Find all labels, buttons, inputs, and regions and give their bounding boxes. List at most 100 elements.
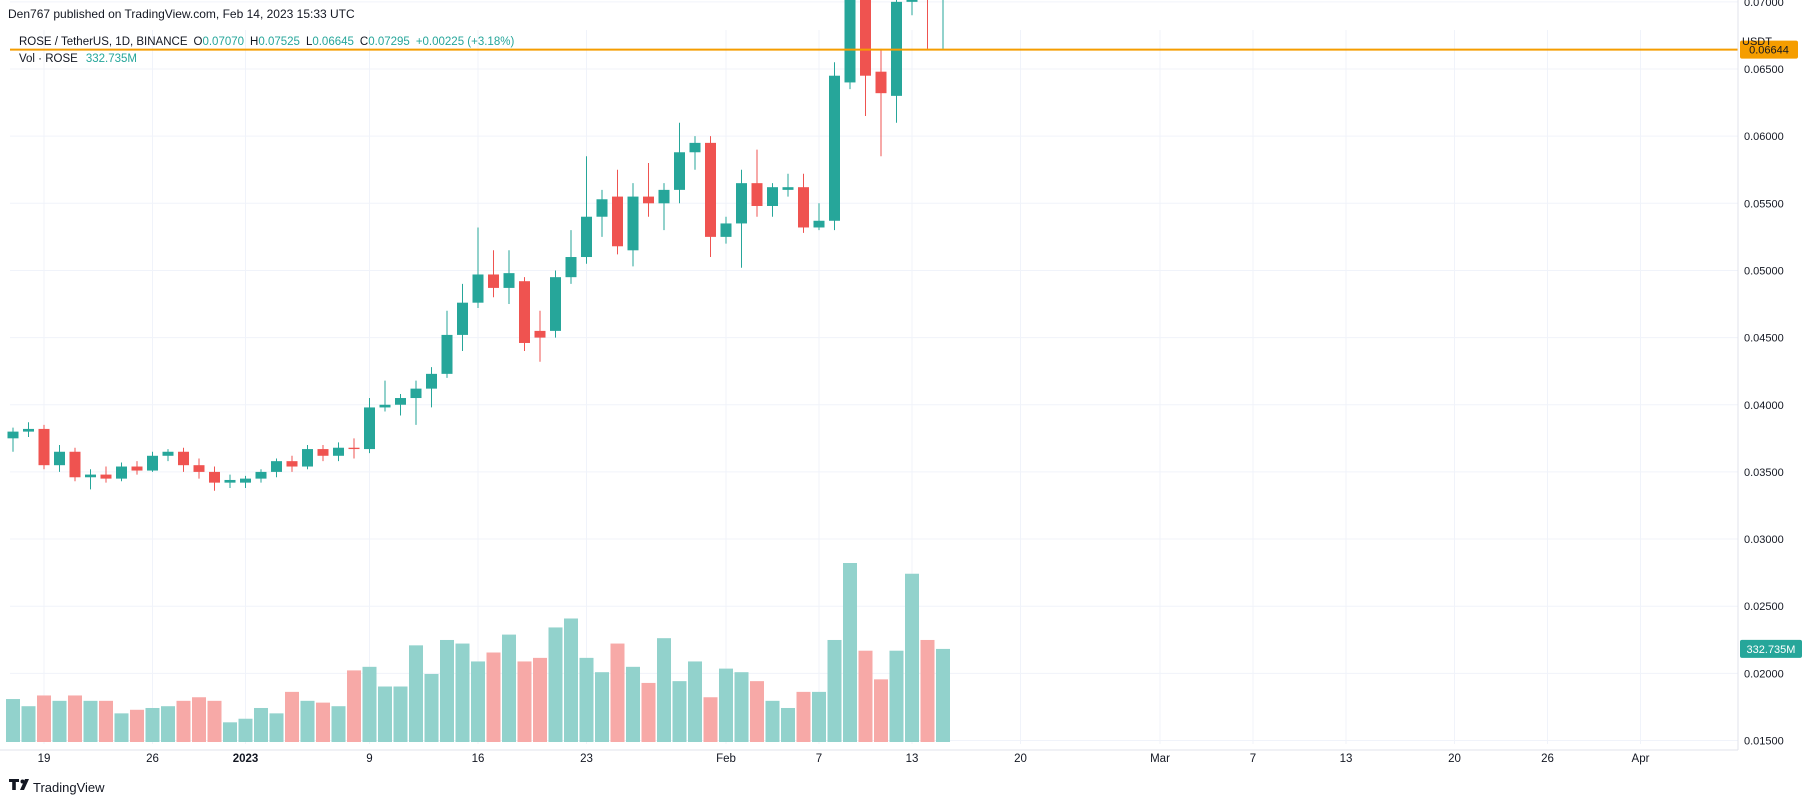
- candle: [658, 183, 670, 231]
- price-badges: 0.076790.066440.0729508:26:55332.735M: [1740, 40, 1802, 658]
- candle: [100, 466, 112, 483]
- candle: [7, 427, 19, 452]
- candle-body: [813, 220, 825, 228]
- volume-bar: [37, 695, 51, 742]
- volume-bar: [83, 700, 98, 742]
- candle: [441, 310, 453, 378]
- volume-bar: [300, 700, 315, 742]
- volume-bar: [347, 670, 361, 742]
- candle-body: [54, 451, 65, 466]
- candle-body: [162, 451, 174, 456]
- candle: [457, 283, 468, 352]
- candle: [333, 442, 344, 462]
- candle: [705, 136, 716, 258]
- time-tick: 20: [1014, 753, 1027, 765]
- volume-bar: [688, 661, 702, 742]
- candle-body: [379, 404, 391, 408]
- candle-body: [209, 471, 220, 483]
- candle-body: [689, 142, 701, 153]
- volume-bar: [827, 639, 842, 742]
- time-axis[interactable]: 19 26 2023 9 16 23 Feb 7 13 20 Mar 7 13 20 26 Apr: [0, 749, 1738, 765]
- volume-bar: [68, 695, 82, 742]
- candle-body: [860, 0, 871, 76]
- candle: [612, 169, 623, 255]
- volume-bar: [21, 706, 36, 742]
- volume-bar: [316, 702, 330, 742]
- volume-bar: [936, 648, 950, 742]
- candle-body: [147, 455, 158, 471]
- candle: [348, 438, 360, 459]
- volume-bar: [626, 666, 640, 742]
- candle-body: [193, 465, 205, 472]
- volume-bar: [424, 673, 439, 742]
- candle: [565, 230, 577, 284]
- time-tick: 20: [1448, 753, 1461, 765]
- candle-body: [38, 428, 50, 466]
- volume-bar: [6, 699, 20, 742]
- volume-bar: [440, 639, 454, 742]
- legend-low: 0.06645: [312, 36, 354, 48]
- horizontal-levels[interactable]: [10, 0, 1738, 51]
- candle-body: [395, 398, 406, 405]
- volume-bar: [579, 657, 594, 742]
- volume-bar: [130, 709, 144, 742]
- candle-body: [643, 196, 654, 204]
- volume-bar: [874, 679, 888, 742]
- price-axis[interactable]: 0.115000.110000.105000.100000.095000.090…: [1737, 0, 1784, 750]
- volume-bar: [207, 700, 222, 742]
- candle: [426, 367, 437, 408]
- candle-body: [596, 199, 608, 217]
- candle: [54, 445, 65, 472]
- price-tick: 0.05500: [1744, 198, 1784, 210]
- volume-bar: [564, 618, 578, 742]
- candle: [906, 0, 918, 16]
- candle-body: [705, 142, 716, 237]
- level-badge-label: 0.06644: [1749, 45, 1789, 57]
- candle: [927, 0, 928, 49]
- candle-body: [7, 431, 19, 439]
- time-tick: Feb: [716, 753, 736, 765]
- candle: [178, 447, 189, 472]
- candle: [410, 380, 422, 425]
- candle-body: [674, 152, 685, 190]
- candle: [829, 62, 840, 231]
- volume-bar: [641, 682, 656, 742]
- price-tick: 0.04500: [1744, 333, 1784, 345]
- time-tick: 23: [580, 753, 593, 765]
- candle-body: [581, 216, 592, 258]
- candle: [860, 0, 871, 117]
- tradingview-logo-icon: [9, 779, 19, 790]
- volume-bar: [905, 573, 919, 742]
- candle-body: [751, 183, 763, 206]
- candle: [162, 449, 174, 462]
- time-tick: 13: [906, 753, 919, 765]
- volume-bar: [393, 686, 408, 742]
- volume-bar: [99, 700, 113, 742]
- legend-line: ROSE / TetherUS, 1D, BINANCE O0.07070 H0.0…: [19, 36, 514, 48]
- volume-bar: [672, 681, 687, 742]
- time-tick: 2023: [233, 753, 259, 765]
- legend-symbol: ROSE / TetherUS, 1D, BINANCE: [19, 36, 188, 48]
- volume-bar: [378, 686, 392, 742]
- volume-bar: [223, 722, 237, 742]
- volume-bar: [238, 718, 253, 742]
- candle: [23, 422, 34, 437]
- tradingview-logo[interactable]: TradingView: [9, 779, 105, 795]
- candle: [209, 466, 220, 491]
- candle: [364, 398, 375, 454]
- candle-body: [875, 71, 887, 94]
- volume-bar: [145, 707, 160, 742]
- candle-body: [69, 451, 81, 478]
- price-tick: 0.02000: [1744, 668, 1784, 680]
- volume-bar: [595, 672, 609, 742]
- volume-bar: [750, 681, 764, 742]
- volume-bar: [889, 650, 904, 742]
- price-tick: 0.06500: [1744, 64, 1784, 76]
- candle: [627, 183, 639, 267]
- candle-body: [286, 461, 298, 467]
- candle: [720, 216, 732, 244]
- price-tick: 0.06000: [1744, 131, 1784, 143]
- candle: [379, 380, 391, 412]
- volume-bar: [269, 713, 284, 742]
